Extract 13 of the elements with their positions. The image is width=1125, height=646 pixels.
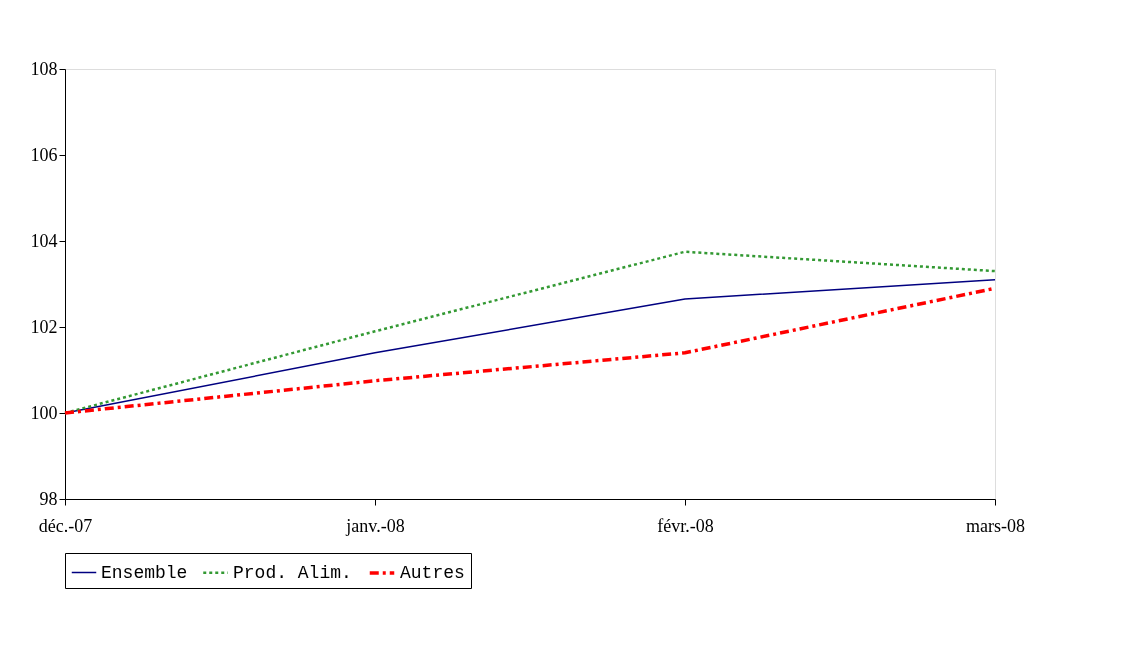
legend-label: Autres	[400, 563, 465, 583]
y-tick-label: 98	[39, 488, 58, 509]
y-tick-label: 102	[30, 316, 58, 337]
x-tick-label: déc.-07	[38, 515, 93, 536]
x-tick-label: févr.-08	[657, 515, 714, 536]
y-tick-label: 100	[30, 402, 58, 423]
y-tick-label: 108	[30, 58, 58, 79]
x-tick-label: janv.-08	[345, 515, 405, 536]
legend-label: Prod. Alim.	[233, 562, 352, 583]
y-tick-label: 104	[30, 230, 58, 251]
x-tick-label: mars-08	[966, 515, 1025, 536]
legend-label: Ensemble	[101, 562, 188, 583]
y-tick-label: 106	[30, 144, 58, 165]
